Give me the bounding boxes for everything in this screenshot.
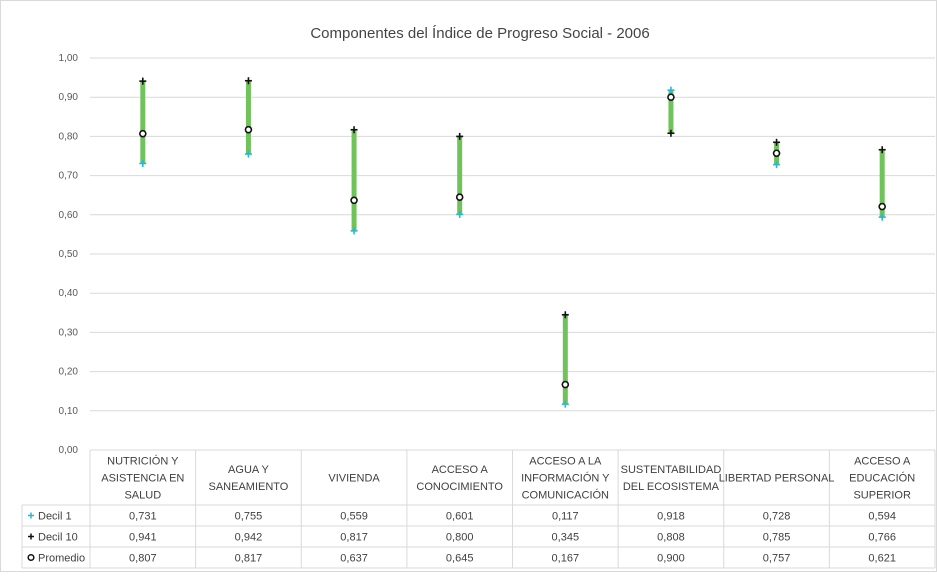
- table-value: 0,728: [763, 511, 791, 523]
- category-label: ACCESO A LA: [529, 456, 602, 468]
- table-value: 0,755: [235, 511, 263, 523]
- category-label: SANEAMIENTO: [209, 481, 289, 493]
- y-tick-label: 0,80: [59, 131, 79, 142]
- y-tick-label: 0,30: [59, 327, 79, 338]
- table-value: 0,807: [129, 553, 157, 565]
- y-tick-label: 0,00: [59, 445, 79, 456]
- table-value: 0,621: [868, 553, 896, 565]
- category-label: SUPERIOR: [853, 490, 911, 502]
- range-bar: [351, 129, 357, 231]
- range-bar: [562, 314, 568, 405]
- range-bar: [668, 90, 674, 134]
- range-bar: [245, 80, 251, 155]
- category-label: DEL ECOSISTEMA: [623, 481, 720, 493]
- range-bar: [140, 81, 146, 164]
- promedio-marker: [561, 380, 570, 389]
- y-tick-label: 1,00: [59, 53, 79, 64]
- category-label: VIVIENDA: [328, 473, 380, 485]
- table-value: 0,117: [552, 511, 579, 523]
- table-value: 0,941: [129, 532, 157, 544]
- legend-marker: [27, 553, 35, 562]
- category-label: INFORMACIÓN Y: [521, 472, 610, 485]
- y-tick-label: 0,70: [59, 171, 79, 182]
- range-bar: [879, 149, 885, 218]
- y-tick-label: 0,40: [59, 288, 79, 299]
- promedio-marker: [350, 196, 358, 205]
- y-tick-label: 0,50: [59, 249, 79, 260]
- table-value: 0,757: [763, 553, 791, 565]
- promedio-marker: [667, 93, 675, 101]
- table-value: 0,785: [763, 532, 791, 544]
- table-value: 0,731: [129, 511, 157, 523]
- category-label: EDUCACIÓN: [849, 472, 915, 485]
- category-label: LIBERTAD PERSONAL: [719, 473, 835, 485]
- y-tick-label: 0,10: [59, 406, 79, 417]
- legend-label: Decil 10: [38, 532, 78, 544]
- category-label: SUSTENTABILIDAD: [621, 464, 722, 476]
- legend-label: Promedio: [38, 553, 85, 565]
- category-label: ACCESO A: [432, 464, 489, 476]
- table-value: 0,800: [446, 532, 474, 544]
- range-bar: [457, 136, 463, 215]
- category-label: CONOCIMIENTO: [416, 481, 503, 493]
- table-value: 0,645: [446, 553, 474, 565]
- table-value: 0,559: [340, 511, 368, 523]
- table-value: 0,808: [657, 532, 685, 544]
- table-value: 0,918: [657, 511, 685, 523]
- y-tick-label: 0,60: [59, 210, 79, 221]
- category-label: AGUA Y: [228, 464, 269, 476]
- category-label: SALUD: [124, 490, 161, 502]
- table-value: 0,942: [235, 532, 263, 544]
- table-value: 0,601: [446, 511, 474, 523]
- table-value: 0,594: [868, 511, 896, 523]
- table-value: 0,167: [552, 553, 580, 565]
- promedio-marker: [878, 202, 886, 211]
- promedio-marker: [455, 193, 464, 201]
- category-label: COMUNICACIÓN: [522, 489, 609, 502]
- table-value: 0,817: [235, 553, 263, 565]
- promedio-marker: [244, 125, 253, 134]
- table-value: 0,766: [868, 532, 896, 544]
- table-value: 0,345: [552, 532, 580, 544]
- category-label: NUTRICIÓN Y: [107, 455, 179, 468]
- table-value: 0,637: [340, 553, 368, 565]
- category-label: ASISTENCIA EN: [101, 473, 184, 485]
- promedio-marker: [139, 129, 147, 138]
- table-value: 0,900: [657, 553, 685, 565]
- y-tick-label: 0,90: [59, 92, 79, 103]
- table-value: 0,817: [340, 532, 368, 544]
- promedio-marker: [772, 149, 781, 158]
- y-tick-label: 0,20: [59, 367, 79, 378]
- category-label: ACCESO A: [854, 456, 911, 468]
- legend-label: Decil 1: [38, 511, 72, 523]
- chart-title: Componentes del Índice de Progreso Socia…: [310, 25, 649, 42]
